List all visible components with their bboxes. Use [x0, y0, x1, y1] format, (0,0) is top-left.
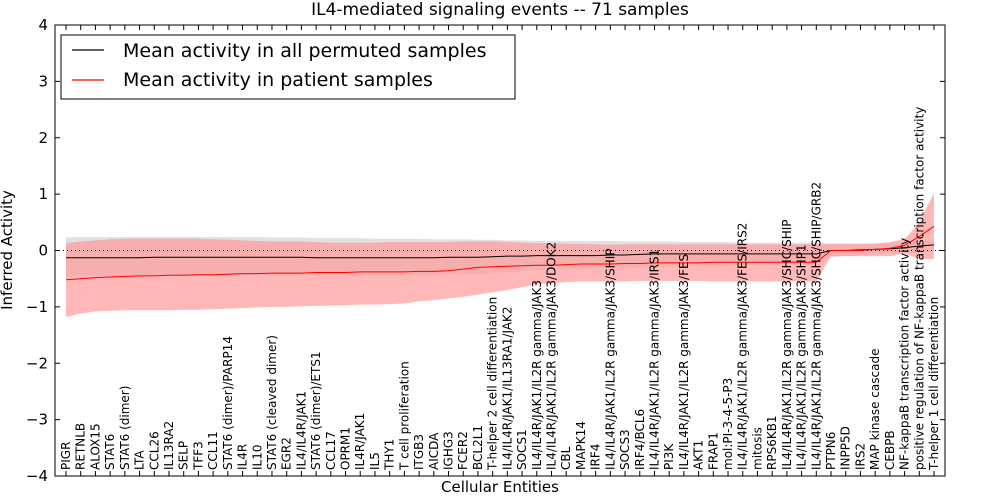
- entity-label: STAT6: [103, 434, 117, 470]
- plot-frame: [54, 24, 946, 477]
- x-axis-label: Cellular Entities: [441, 478, 559, 496]
- entity-label: ITGB3: [412, 434, 426, 470]
- entity-label: IL10: [250, 445, 264, 471]
- entity-label: T cell proliferation: [397, 361, 411, 471]
- entity-label: IL4/IL4R/JAK1/IL2R gamma/JAK3/IRS1: [648, 249, 662, 470]
- entity-label: mitosis: [751, 427, 765, 470]
- entity-label: T-helper 1 cell differentiation: [927, 297, 941, 471]
- entity-label: IL4/IL4R/JAK1/IL2R gamma/JAK3/SHIP: [603, 249, 617, 470]
- entity-label: IL5: [368, 452, 382, 470]
- legend-label-patient: Mean activity in patient samples: [123, 69, 433, 91]
- entity-label: STAT6 (dimer): [118, 386, 132, 470]
- entity-labels: PIGR RETNLB ALOX15 STAT6 STAT6 (dimer) LTA CCL…: [59, 107, 941, 471]
- x-axis-ticks: [65, 25, 935, 476]
- entity-label: mol:PI-3-4-5-P3: [721, 378, 735, 470]
- y-tick-label: −2: [26, 354, 48, 372]
- entity-label: CEBPB: [883, 430, 897, 470]
- entity-label: IL4/IL4R/JAK1/IL2R gamma/JAK3/FES: [677, 254, 691, 470]
- entity-label: AKT1: [692, 440, 706, 470]
- entity-label: SOCS1: [515, 429, 529, 470]
- entity-label: SOCS3: [618, 429, 632, 470]
- entity-label: RETNLB: [74, 423, 88, 470]
- series-lines: [65, 225, 935, 281]
- y-tick-label: 2: [38, 129, 48, 147]
- legend-box: [60, 34, 516, 100]
- entity-label: IL4/IL4R/JAK1/IL2R gamma/JAK3/SHP1: [795, 244, 809, 470]
- entity-label: PI3K: [662, 443, 676, 470]
- y-axis-label: Inferred Activity: [0, 190, 16, 310]
- entity-label: MAP kinase cascade: [868, 349, 882, 470]
- y-tick-label: −3: [26, 411, 48, 429]
- y-tick-label: −4: [26, 467, 48, 485]
- y-tick-label: −1: [26, 298, 48, 316]
- series-line-patient: [65, 225, 935, 281]
- entity-label: NF-kappaB transcription factor activity: [898, 238, 912, 470]
- entity-label: IL4R/JAK1: [353, 413, 367, 470]
- entity-label: MAPK14: [574, 421, 588, 470]
- entity-label: IL4/IL4R/JAK1/IL2R gamma/JAK3/SHC/SHIP: [780, 219, 794, 470]
- entity-label: INPP5D: [839, 426, 853, 470]
- entity-label: EGR2: [280, 437, 294, 470]
- entity-label: CCL11: [206, 431, 220, 470]
- entity-label: STAT6 (dimer)/ETS1: [309, 351, 323, 470]
- entity-label: IL4/IL4R/JAK1/IL2R gamma/JAK3: [530, 280, 544, 470]
- y-tick-label: 1: [38, 185, 48, 203]
- entity-label: CCL26: [147, 431, 161, 470]
- entity-label: IL4/IL4R/JAK1/IL2R gamma/JAK3/FES/IRS2: [736, 223, 750, 470]
- legend-label-permuted: Mean activity in all permuted samples: [123, 40, 486, 62]
- entity-label: T-helper 2 cell differentiation: [486, 297, 500, 471]
- series-line-permuted: [66, 244, 935, 259]
- entity-label: BCL2L1: [471, 425, 485, 470]
- y-tick-label: 3: [38, 72, 48, 90]
- band-patient: [66, 193, 934, 317]
- entity-label: SELP: [177, 441, 191, 470]
- entity-label: THY1: [383, 439, 397, 471]
- entity-label: LTA: [133, 450, 147, 470]
- entity-label: PIGR: [59, 442, 73, 470]
- entity-label: CBL: [559, 446, 573, 470]
- entity-label: STAT6 (dimer)/PARP14: [221, 336, 235, 470]
- entity-label: PTPN6: [824, 432, 838, 470]
- y-axis-ticks: −4 −3 −2 −1 0 1 2 3 4: [26, 16, 945, 485]
- y-tick-label: 4: [38, 16, 48, 34]
- entity-label: ALOX15: [88, 423, 102, 470]
- entity-label: RPS6KB1: [765, 415, 779, 470]
- entity-label: IL13RA2: [162, 421, 176, 470]
- entity-label: TFF3: [191, 441, 205, 471]
- entity-label: STAT6 (cleaved dimer): [265, 335, 279, 470]
- entity-label: OPRM1: [339, 427, 353, 470]
- chart-title: IL4-mediated signaling events -- 71 samp…: [311, 0, 689, 20]
- entity-label: IL4/IL4R/JAK1: [294, 391, 308, 470]
- entity-label: CCL17: [324, 431, 338, 470]
- entity-label: positive regulation of NF-kappaB transcr…: [912, 107, 926, 470]
- entity-label: FRAP1: [706, 432, 720, 470]
- entity-label: FCER2: [456, 431, 470, 470]
- entity-label: IGHG3: [442, 431, 456, 470]
- entity-label: IL4/IL4R/JAK1/IL2R gamma/JAK3/DOK2: [545, 242, 559, 470]
- entity-label: IRF4/BCL6: [633, 409, 647, 470]
- entity-label: IRS2: [853, 443, 867, 470]
- legend: Mean activity in all permuted samples Me…: [60, 34, 516, 100]
- entity-label: IL4/IL4R/JAK1/IL2R gamma/JAK3/SHC/SHIP/G…: [809, 182, 823, 470]
- y-tick-label: 0: [38, 242, 48, 260]
- entity-label: IRF4: [589, 444, 603, 470]
- entity-label: IL4/IL4R/JAK1/IL13RA1/JAK2: [500, 307, 514, 471]
- entity-label: IL4R: [236, 444, 250, 470]
- entity-label: AICDA: [427, 432, 441, 470]
